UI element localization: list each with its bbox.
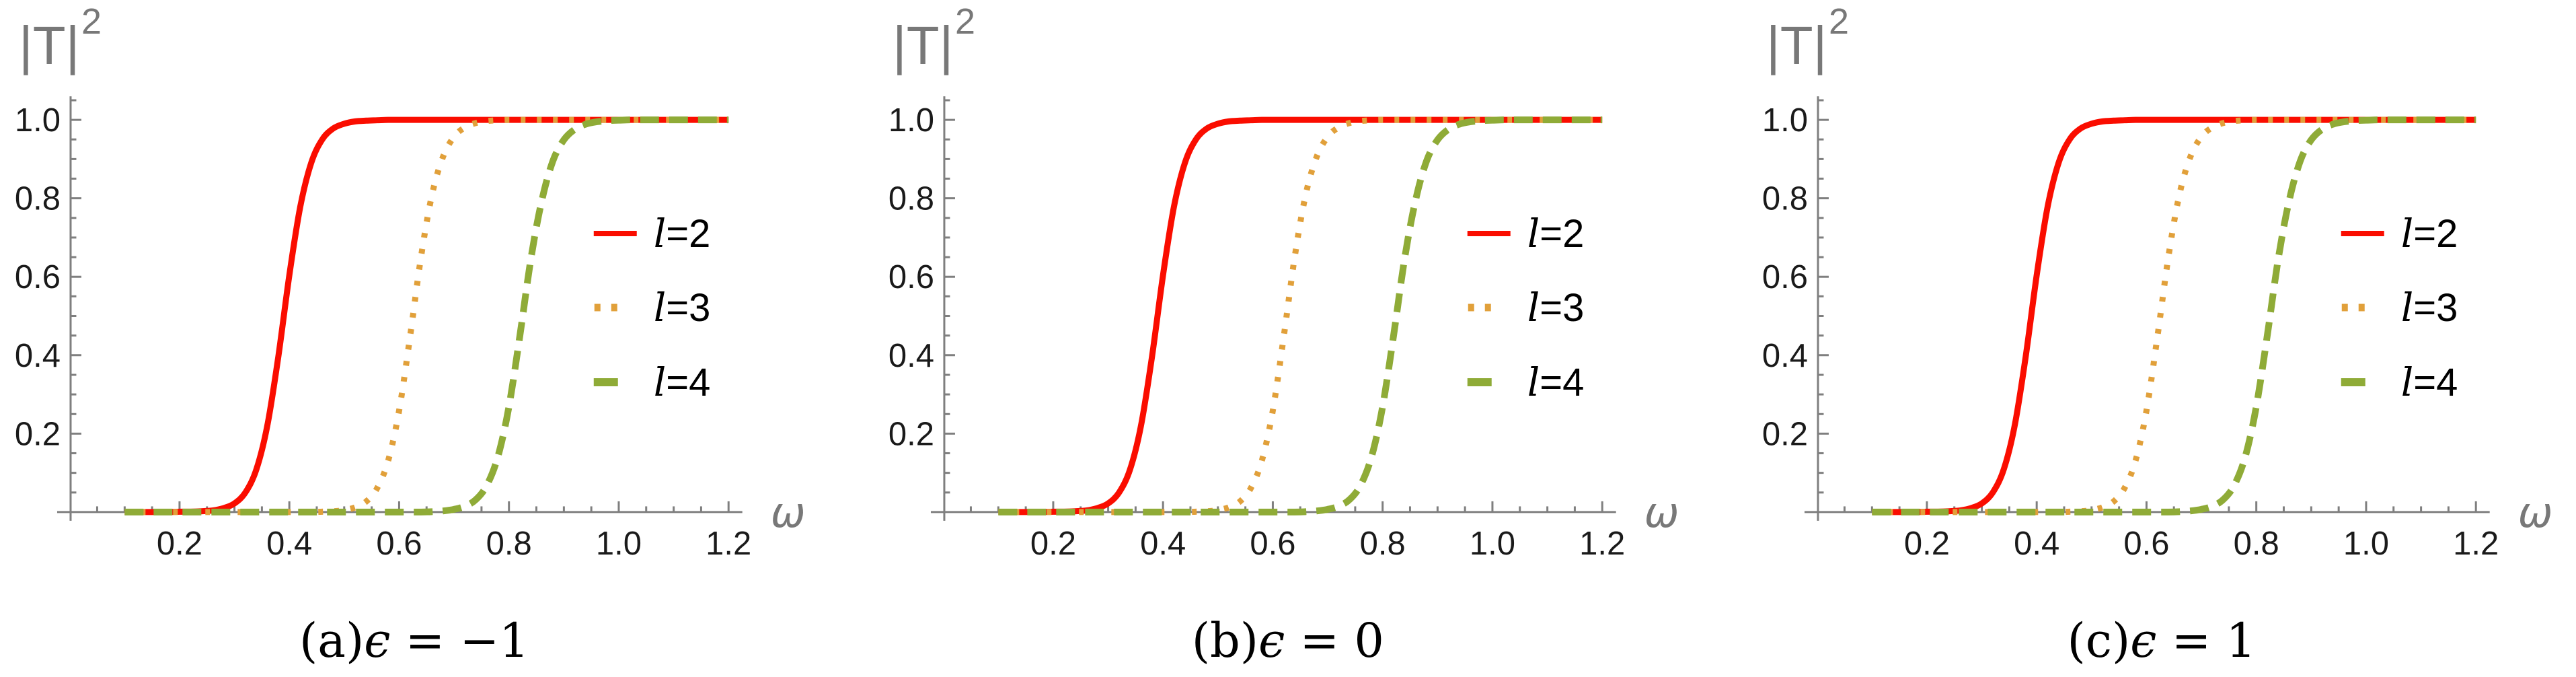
panel-caption: (a)ϵ = −1 (299, 613, 529, 668)
axes (1805, 96, 2491, 521)
x-tick-labels: 0.2 0.4 0.6 0.8 1.0 1.2 (157, 526, 751, 562)
legend-label-l2: l=2 (654, 211, 711, 256)
x-axis-ticks (969, 501, 1603, 512)
x-tick-label: 1.0 (2343, 526, 2389, 562)
y-axis-ticks (70, 99, 81, 494)
y-tick-label: 1.0 (1762, 102, 1808, 139)
y-tick-label: 0.6 (888, 259, 934, 295)
curves (998, 116, 1602, 515)
legend-label-l3: l=3 (654, 285, 711, 330)
x-tick-labels: 0.2 0.4 0.6 0.8 1.0 1.2 (1030, 526, 1625, 562)
curve-l4 (124, 116, 729, 515)
y-axis-label-T: |T| (1766, 15, 1827, 75)
plot-content: 0.2 0.4 0.6 0.8 1.0 1.2 0.2 0.4 0.6 0.8 1.0 ω |T|… (1762, 1, 2553, 668)
y-tick-label: 1.0 (15, 102, 61, 139)
legend-label-l4: l=4 (1527, 359, 1584, 405)
y-tick-label: 0.8 (888, 181, 934, 217)
curve-l2 (1872, 116, 2476, 515)
x-tick-label: 0.2 (157, 526, 202, 562)
plot-svg: 0.2 0.4 0.6 0.8 1.0 1.2 0.2 0.4 0.6 0.8 1.0 ω |T|… (888, 1, 1679, 668)
plot-panel: 0.2 0.4 0.6 0.8 1.0 1.2 0.2 0.4 0.6 0.8 1.0 ω |T|… (0, 0, 859, 677)
x-tick-label: 0.4 (1140, 526, 1186, 562)
x-tick-label: 1.2 (2453, 526, 2499, 562)
x-tick-label: 0.2 (1030, 526, 1076, 562)
legend: l=2 l=3 l=4 (593, 211, 711, 405)
panel-caption: (b)ϵ = 0 (1191, 613, 1384, 668)
panel-caption: (c)ϵ = 1 (2068, 613, 2257, 668)
y-tick-labels: 0.2 0.4 0.6 0.8 1.0 (888, 102, 934, 452)
axes (930, 96, 1616, 521)
y-axis-label-T: |T| (893, 15, 953, 75)
y-tick-label: 0.4 (888, 338, 934, 374)
plot-panel: 0.2 0.4 0.6 0.8 1.0 1.2 0.2 0.4 0.6 0.8 1.0 ω |T|… (1717, 0, 2576, 677)
x-tick-label: 0.8 (2234, 526, 2279, 562)
curve-l3 (124, 116, 729, 515)
y-tick-label: 0.2 (15, 416, 61, 452)
legend: l=2 l=3 l=4 (1467, 211, 1584, 405)
x-tick-label: 0.4 (266, 526, 312, 562)
y-tick-label: 0.6 (15, 259, 61, 295)
x-tick-label: 0.4 (2014, 526, 2059, 562)
plot-panel: 0.2 0.4 0.6 0.8 1.0 1.2 0.2 0.4 0.6 0.8 1.0 ω |T|… (859, 0, 1718, 677)
curves (1872, 116, 2476, 515)
curve-l3 (998, 116, 1602, 515)
x-tick-label: 0.8 (486, 526, 532, 562)
plot-svg: 0.2 0.4 0.6 0.8 1.0 1.2 0.2 0.4 0.6 0.8 1.0 ω |T|… (15, 1, 806, 668)
curve-l3 (1872, 116, 2476, 515)
legend-label-l3: l=3 (1527, 285, 1584, 330)
x-tick-label: 0.6 (1250, 526, 1295, 562)
plot-content: 0.2 0.4 0.6 0.8 1.0 1.2 0.2 0.4 0.6 0.8 1.0 ω |T|… (15, 1, 806, 668)
curve-l2 (124, 116, 729, 515)
x-tick-label: 1.2 (1579, 526, 1625, 562)
x-tick-label: 0.6 (376, 526, 422, 562)
legend-label-l4: l=4 (2401, 359, 2458, 405)
curve-l4 (1872, 116, 2476, 515)
x-tick-label: 0.6 (2124, 526, 2170, 562)
curve-l2 (998, 116, 1602, 515)
y-tick-label: 0.4 (1762, 338, 1808, 374)
x-tick-label: 0.2 (1904, 526, 1950, 562)
x-axis-label-omega: ω (1644, 488, 1679, 537)
y-axis-ticks (944, 99, 955, 494)
y-tick-label: 0.8 (1762, 181, 1808, 217)
x-tick-label: 0.8 (1359, 526, 1405, 562)
plot-svg: 0.2 0.4 0.6 0.8 1.0 1.2 0.2 0.4 0.6 0.8 1.0 ω |T|… (1762, 1, 2553, 668)
y-tick-labels: 0.2 0.4 0.6 0.8 1.0 (1762, 102, 1808, 452)
plot-content: 0.2 0.4 0.6 0.8 1.0 1.2 0.2 0.4 0.6 0.8 1.0 ω |T|… (888, 1, 1679, 668)
x-axis-label-omega: ω (771, 488, 806, 537)
x-axis-label-omega: ω (2518, 488, 2553, 537)
y-tick-label: 0.2 (888, 416, 934, 452)
y-tick-label: 0.6 (1762, 259, 1808, 295)
y-axis-label-exponent: 2 (1829, 1, 1849, 42)
legend-label-l2: l=2 (1527, 211, 1584, 256)
y-tick-label: 0.4 (15, 338, 61, 374)
legend-label-l4: l=4 (654, 359, 711, 405)
y-axis-label-exponent: 2 (955, 1, 975, 42)
legend: l=2 l=3 l=4 (2341, 211, 2458, 405)
y-tick-label: 0.8 (15, 181, 61, 217)
y-tick-labels: 0.2 0.4 0.6 0.8 1.0 (15, 102, 61, 452)
y-axis-ticks (1818, 99, 1829, 494)
y-axis-label-T: |T| (19, 15, 79, 75)
y-tick-label: 0.2 (1762, 416, 1808, 452)
y-tick-label: 1.0 (888, 102, 934, 139)
x-tick-labels: 0.2 0.4 0.6 0.8 1.0 1.2 (1904, 526, 2499, 562)
x-tick-label: 1.0 (1470, 526, 1515, 562)
curve-l4 (998, 116, 1602, 515)
y-axis-label-exponent: 2 (81, 1, 102, 42)
legend-label-l3: l=3 (2401, 285, 2458, 330)
curves (124, 116, 729, 515)
x-tick-label: 1.0 (596, 526, 642, 562)
x-tick-label: 1.2 (706, 526, 751, 562)
axes (56, 96, 743, 521)
legend-label-l2: l=2 (2401, 211, 2458, 256)
